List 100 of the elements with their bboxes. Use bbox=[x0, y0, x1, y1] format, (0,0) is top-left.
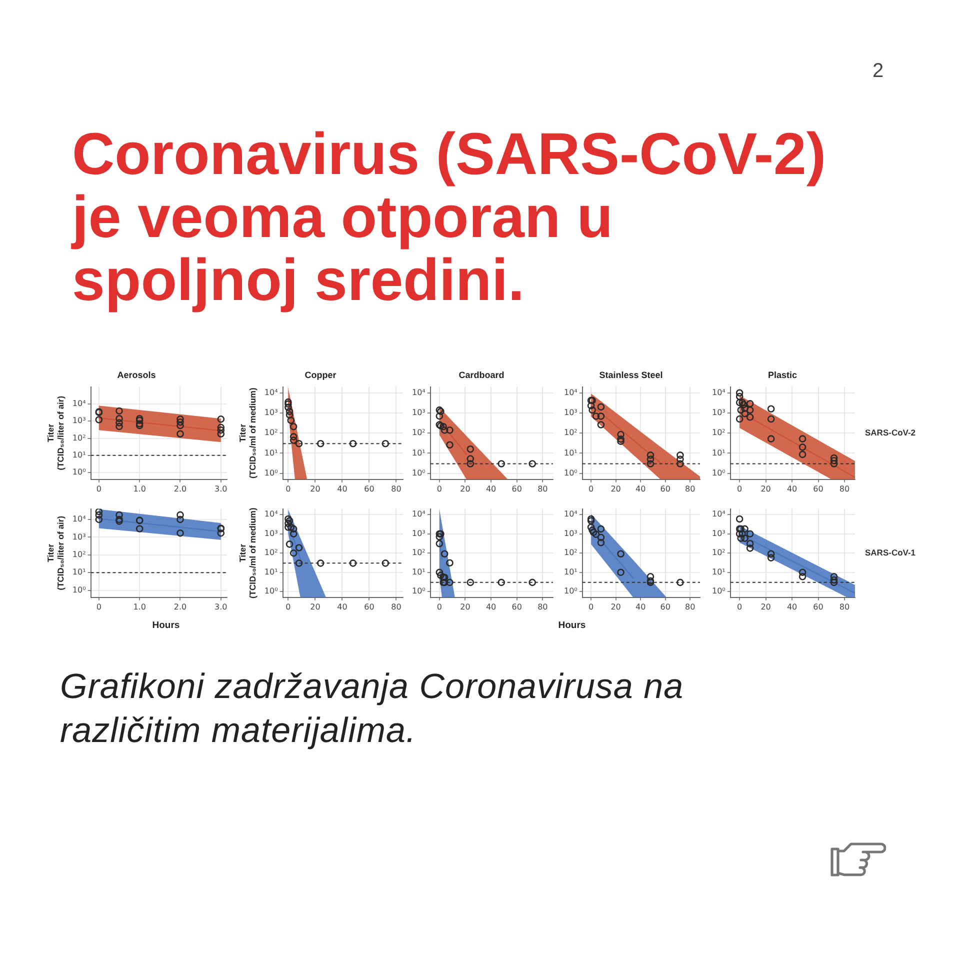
chart-title: Plastic bbox=[768, 370, 798, 380]
y-tick-label: 10¹ bbox=[72, 568, 86, 577]
x-tick-label: 20 bbox=[760, 602, 771, 612]
y-tick-label: 10³ bbox=[264, 528, 278, 538]
y-tick-label: 10² bbox=[72, 550, 86, 559]
x-tick-label: 0 bbox=[286, 484, 291, 494]
chart-title: Cardboard bbox=[458, 370, 504, 380]
x-tick-label: 20 bbox=[760, 484, 771, 494]
y-tick-label: 10² bbox=[264, 428, 278, 438]
x-tick-label: 60 bbox=[813, 602, 824, 612]
x-tick-label: 60 bbox=[364, 602, 374, 612]
y-tick-label: 10² bbox=[264, 548, 278, 558]
x-tick-label: 0 bbox=[737, 484, 742, 494]
y-tick-label: 10⁰ bbox=[412, 468, 426, 478]
y-tick-label: 10² bbox=[564, 548, 578, 558]
x-tick-label: 80 bbox=[538, 602, 548, 612]
x-tick-label: 40 bbox=[486, 484, 496, 494]
x-tick-label: 40 bbox=[337, 484, 348, 494]
x-tick-label: 1.0 bbox=[133, 602, 146, 612]
y-tick-label: 10¹ bbox=[264, 448, 278, 458]
y-tick-label: 10² bbox=[712, 428, 726, 438]
y-tick-label: 10⁰ bbox=[264, 468, 278, 478]
x-tick-label: 20 bbox=[460, 484, 470, 494]
x-tick-label: 20 bbox=[310, 484, 320, 494]
y-tick-label: 10² bbox=[712, 548, 726, 558]
y-tick-label: 10⁰ bbox=[712, 586, 726, 596]
x-tick-label: 80 bbox=[538, 484, 548, 494]
x-axis-title: Hours bbox=[152, 620, 180, 631]
y-tick-label: 10⁴ bbox=[72, 399, 86, 408]
y-tick-label: 10² bbox=[412, 428, 426, 438]
y-tick-label: 10⁴ bbox=[564, 388, 578, 397]
y-tick-label: 10¹ bbox=[564, 448, 578, 458]
x-tick-label: 2.0 bbox=[174, 484, 187, 494]
y-tick-label: 10⁰ bbox=[264, 586, 278, 596]
x-tick-label: 40 bbox=[786, 484, 798, 494]
y-tick-label: 10⁰ bbox=[72, 585, 86, 594]
x-tick-label: 2.0 bbox=[174, 602, 187, 612]
y-tick-label: 10¹ bbox=[264, 567, 278, 576]
y-tick-label: 10¹ bbox=[412, 567, 426, 576]
x-tick-label: 80 bbox=[839, 602, 850, 612]
x-tick-label: 80 bbox=[839, 484, 850, 494]
x-tick-label: 80 bbox=[685, 602, 696, 612]
x-tick-label: 40 bbox=[786, 602, 798, 612]
x-tick-label: 20 bbox=[610, 602, 621, 612]
y-tick-label: 10² bbox=[412, 548, 426, 558]
x-tick-label: 3.0 bbox=[214, 484, 228, 494]
y-axis-title: Titer (TCID₅₀/liter of air) bbox=[45, 516, 66, 590]
y-axis-title: Titer (TCID₅₀/ml of medium) bbox=[237, 508, 258, 599]
y-tick-label: 10¹ bbox=[712, 448, 726, 458]
y-tick-label: 10³ bbox=[564, 528, 578, 538]
text: Coronavirus (SARS-CoV-2) je veoma otporan u spoljnoj sredini. bbox=[72, 121, 827, 313]
y-tick-label: 10⁰ bbox=[712, 468, 726, 478]
chart-title: Stainless Steel bbox=[599, 370, 663, 380]
x-tick-label: 0 bbox=[588, 484, 594, 494]
x-tick-label: 60 bbox=[364, 484, 374, 494]
x-tick-label: 40 bbox=[486, 602, 496, 612]
x-tick-label: 40 bbox=[635, 484, 646, 494]
y-tick-label: 10⁴ bbox=[72, 514, 86, 524]
x-tick-label: 60 bbox=[660, 484, 670, 494]
y-tick-label: 10⁴ bbox=[712, 510, 726, 519]
x-tick-label: 0 bbox=[436, 602, 442, 612]
x-tick-label: 0 bbox=[737, 602, 742, 612]
x-tick-label: 3.0 bbox=[214, 602, 228, 612]
y-axis-title: Titer (TCID₅₀/ml of medium) bbox=[237, 388, 258, 479]
y-tick-label: 10³ bbox=[72, 532, 86, 542]
y-tick-label: 10⁰ bbox=[564, 586, 578, 596]
y-tick-label: 10³ bbox=[712, 528, 726, 538]
y-tick-label: 10³ bbox=[564, 408, 578, 418]
y-tick-label: 10¹ bbox=[412, 448, 426, 458]
y-tick-label: 10⁰ bbox=[412, 586, 426, 596]
y-tick-label: 10⁴ bbox=[264, 510, 278, 519]
x-tick-label: 0 bbox=[286, 602, 291, 612]
y-tick-label: 10⁰ bbox=[72, 468, 86, 477]
x-tick-label: 40 bbox=[337, 602, 348, 612]
y-tick-label: 10² bbox=[72, 433, 86, 442]
x-tick-label: 80 bbox=[391, 484, 402, 494]
y-tick-label: 10³ bbox=[412, 408, 426, 418]
x-tick-label: 60 bbox=[512, 602, 522, 612]
y-tick-label: 10⁴ bbox=[264, 388, 278, 397]
y-tick-label: 10³ bbox=[712, 408, 726, 418]
text: 2 bbox=[872, 60, 884, 83]
y-axis-title: Titer (TCID₅₀/liter of air) bbox=[45, 396, 66, 470]
x-tick-label: 1.0 bbox=[133, 484, 146, 494]
x-tick-label: 40 bbox=[635, 602, 646, 612]
chart-title: Copper bbox=[304, 370, 337, 380]
x-tick-label: 20 bbox=[460, 602, 470, 612]
y-tick-label: 10³ bbox=[72, 416, 86, 426]
x-tick-label: 20 bbox=[610, 484, 621, 494]
x-tick-label: 60 bbox=[512, 484, 522, 494]
x-tick-label: 20 bbox=[310, 602, 320, 612]
y-tick-label: 10¹ bbox=[712, 567, 726, 576]
y-tick-label: 10⁴ bbox=[412, 388, 426, 397]
x-tick-label: 80 bbox=[391, 602, 402, 612]
y-tick-label: 10³ bbox=[412, 528, 426, 538]
x-tick-label: 60 bbox=[813, 484, 824, 494]
y-tick-label: 10¹ bbox=[72, 450, 86, 460]
y-tick-label: 10³ bbox=[264, 408, 278, 418]
y-tick-label: 10⁴ bbox=[412, 510, 426, 519]
y-tick-label: 10¹ bbox=[564, 567, 578, 576]
y-tick-label: 10² bbox=[564, 428, 578, 438]
